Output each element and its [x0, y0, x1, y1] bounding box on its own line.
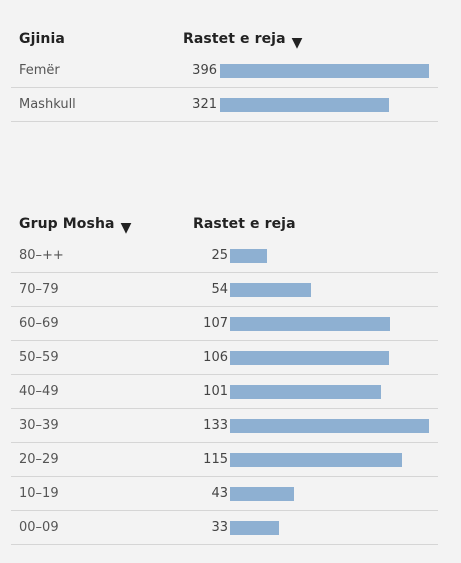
value-label: 33 — [211, 520, 228, 535]
table-row: 50–59 106 — [11, 341, 438, 375]
table-row: 00–09 33 — [11, 511, 438, 545]
table-row: 40–49 101 — [11, 375, 438, 409]
gender-column-header[interactable]: Gjinia — [19, 31, 65, 47]
gender-table-header: Gjinia Rastet e reja ▼ — [11, 27, 438, 54]
category-label: 30–39 — [19, 418, 59, 433]
age-rows: 80–++ 25 70–79 54 60–69 107 50–59 106 40–49 101 30… — [11, 239, 438, 545]
value-label: 25 — [211, 248, 228, 263]
value-bar — [220, 64, 429, 78]
value-bar — [230, 487, 294, 501]
gender-table: Gjinia Rastet e reja ▼ Femër 396 Mashkull 32… — [11, 27, 438, 122]
category-label: 10–19 — [19, 486, 59, 501]
table-row: 70–79 54 — [11, 273, 438, 307]
table-row: Femër 396 — [11, 54, 438, 88]
age-value-column-header[interactable]: Rastet e reja — [193, 216, 296, 232]
value-bar — [230, 283, 311, 297]
category-label: 40–49 — [19, 384, 59, 399]
value-bar — [230, 521, 279, 535]
value-label: 54 — [211, 282, 228, 297]
value-bar — [230, 453, 402, 467]
sort-desc-icon: ▼ — [291, 35, 303, 51]
value-label: 396 — [192, 63, 217, 78]
value-label: 43 — [211, 486, 228, 501]
table-row: 80–++ 25 — [11, 239, 438, 273]
value-bar — [230, 351, 389, 365]
category-label: 00–09 — [19, 520, 59, 535]
gender-rows: Femër 396 Mashkull 321 — [11, 54, 438, 122]
category-label: 80–++ — [19, 248, 64, 263]
value-bar — [230, 249, 267, 263]
category-label: Femër — [19, 63, 60, 78]
table-row: 60–69 107 — [11, 307, 438, 341]
table-row: 20–29 115 — [11, 443, 438, 477]
category-label: 50–59 — [19, 350, 59, 365]
sort-desc-icon: ▼ — [120, 220, 132, 236]
value-label: 133 — [203, 418, 228, 433]
gender-value-column-header[interactable]: Rastet e reja ▼ — [183, 31, 303, 51]
category-label: Mashkull — [19, 97, 76, 112]
table-row: 10–19 43 — [11, 477, 438, 511]
value-bar — [220, 98, 389, 112]
value-label: 107 — [203, 316, 228, 331]
category-label: 60–69 — [19, 316, 59, 331]
category-label: 70–79 — [19, 282, 59, 297]
value-bar — [230, 317, 390, 331]
age-table: Grup Mosha ▼ Rastet e reja 80–++ 25 70–79 54… — [11, 212, 438, 545]
value-label: 106 — [203, 350, 228, 365]
age-group-header-label: Grup Mosha — [19, 216, 115, 232]
table-row: 30–39 133 — [11, 409, 438, 443]
value-label: 101 — [203, 384, 228, 399]
value-label: 115 — [203, 452, 228, 467]
table-row: Mashkull 321 — [11, 88, 438, 122]
age-table-header: Grup Mosha ▼ Rastet e reja — [11, 212, 438, 239]
value-label: 321 — [192, 97, 217, 112]
age-group-column-header[interactable]: Grup Mosha ▼ — [19, 216, 131, 236]
value-bar — [230, 419, 429, 433]
value-bar — [230, 385, 381, 399]
category-label: 20–29 — [19, 452, 59, 467]
gender-value-header-label: Rastet e reja — [183, 31, 286, 47]
